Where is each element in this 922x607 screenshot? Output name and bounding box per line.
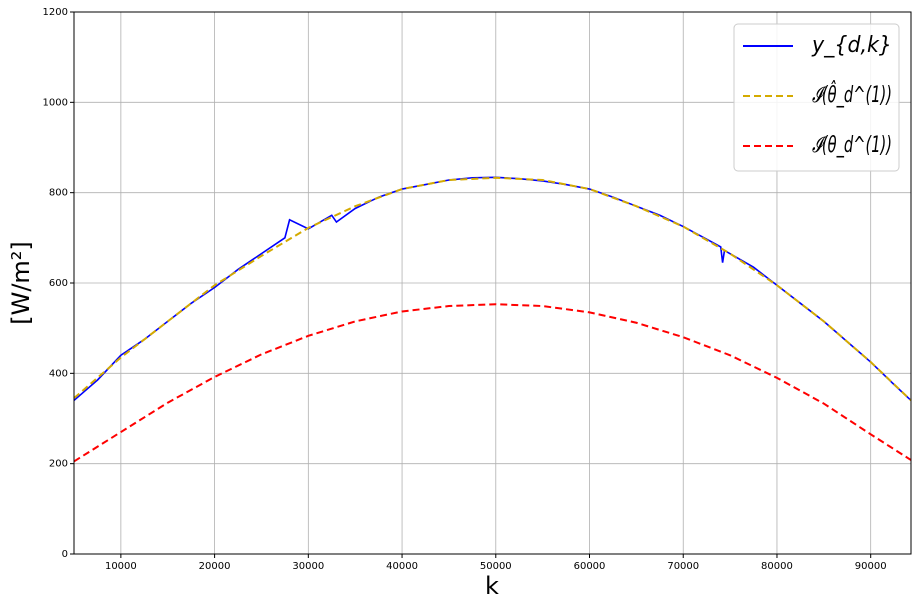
legend-box — [733, 23, 900, 172]
x-tick-label: 90000 — [855, 561, 887, 572]
x-tick-label: 60000 — [574, 561, 606, 572]
x-tick-label: 40000 — [386, 561, 418, 572]
x-tick-label: 30000 — [292, 561, 324, 572]
series-line — [73, 303, 912, 463]
x-tick-label: 70000 — [667, 561, 699, 572]
legend-label: y_{d,k} — [811, 33, 892, 58]
legend: y_{d,k} 𝓘(θ̂_d^(1)) 𝓘(θ_d^(1)) — [733, 23, 900, 172]
x-tick-label: 80000 — [761, 561, 793, 572]
x-tick-label: 20000 — [199, 561, 231, 572]
legend-label: 𝓘(θ̂_d^(1)) — [812, 81, 892, 108]
y-tick-label: 600 — [49, 278, 68, 289]
y-tick-label: 400 — [49, 368, 68, 379]
y-tick-label: 800 — [49, 188, 68, 199]
y-tick-label: 0 — [62, 549, 68, 560]
x-axis-label: k — [485, 572, 499, 600]
series-line — [73, 176, 912, 402]
x-tick-label: 50000 — [480, 561, 512, 572]
y-axis-label: [W/m²] — [7, 241, 35, 325]
grid — [74, 11, 911, 555]
series-line — [73, 176, 912, 402]
y-tick-label: 1000 — [43, 97, 68, 108]
y-tick-label: 200 — [49, 459, 68, 470]
y-tick-label: 1200 — [43, 7, 68, 18]
x-tick-label: 10000 — [105, 561, 137, 572]
plot-frame — [73, 11, 912, 555]
legend-label: 𝓘(θ_d^(1)) — [812, 133, 892, 158]
